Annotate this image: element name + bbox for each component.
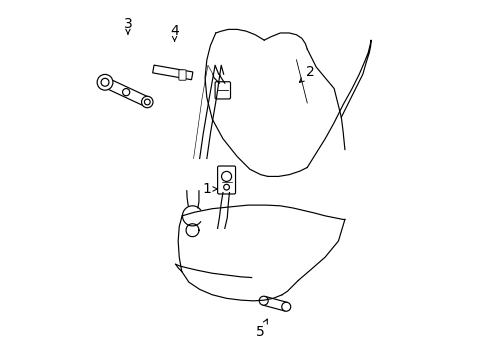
FancyBboxPatch shape bbox=[217, 166, 235, 194]
Circle shape bbox=[101, 78, 109, 86]
Text: 4: 4 bbox=[170, 24, 179, 41]
Circle shape bbox=[141, 96, 153, 108]
Circle shape bbox=[97, 75, 113, 90]
Text: 3: 3 bbox=[123, 17, 132, 34]
Text: 1: 1 bbox=[202, 182, 217, 196]
Polygon shape bbox=[102, 78, 149, 107]
Polygon shape bbox=[262, 296, 287, 311]
Circle shape bbox=[281, 302, 290, 311]
Text: 5: 5 bbox=[256, 319, 267, 339]
Circle shape bbox=[259, 296, 267, 305]
Circle shape bbox=[122, 89, 129, 96]
FancyBboxPatch shape bbox=[179, 70, 186, 80]
FancyBboxPatch shape bbox=[215, 82, 230, 99]
Text: 2: 2 bbox=[299, 66, 315, 82]
Polygon shape bbox=[152, 65, 192, 80]
Circle shape bbox=[144, 99, 150, 105]
